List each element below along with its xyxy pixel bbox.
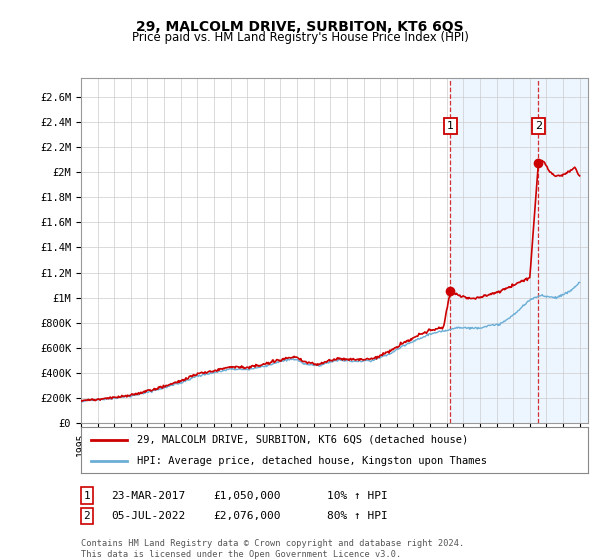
Text: 80% ↑ HPI: 80% ↑ HPI [327, 511, 388, 521]
Text: £1,050,000: £1,050,000 [213, 491, 281, 501]
Text: HPI: Average price, detached house, Kingston upon Thames: HPI: Average price, detached house, King… [137, 456, 487, 466]
Text: 23-MAR-2017: 23-MAR-2017 [111, 491, 185, 501]
Text: Price paid vs. HM Land Registry's House Price Index (HPI): Price paid vs. HM Land Registry's House … [131, 31, 469, 44]
Text: 10% ↑ HPI: 10% ↑ HPI [327, 491, 388, 501]
Text: 1: 1 [83, 491, 91, 501]
Text: Contains HM Land Registry data © Crown copyright and database right 2024.
This d: Contains HM Land Registry data © Crown c… [81, 539, 464, 559]
Text: 29, MALCOLM DRIVE, SURBITON, KT6 6QS: 29, MALCOLM DRIVE, SURBITON, KT6 6QS [136, 20, 464, 34]
Bar [451, 78, 588, 423]
Text: £2,076,000: £2,076,000 [213, 511, 281, 521]
Text: 05-JUL-2022: 05-JUL-2022 [111, 511, 185, 521]
Text: 2: 2 [83, 511, 91, 521]
Text: 29, MALCOLM DRIVE, SURBITON, KT6 6QS (detached house): 29, MALCOLM DRIVE, SURBITON, KT6 6QS (de… [137, 435, 468, 445]
Text: 1: 1 [447, 121, 454, 131]
Text: 2: 2 [535, 121, 542, 131]
